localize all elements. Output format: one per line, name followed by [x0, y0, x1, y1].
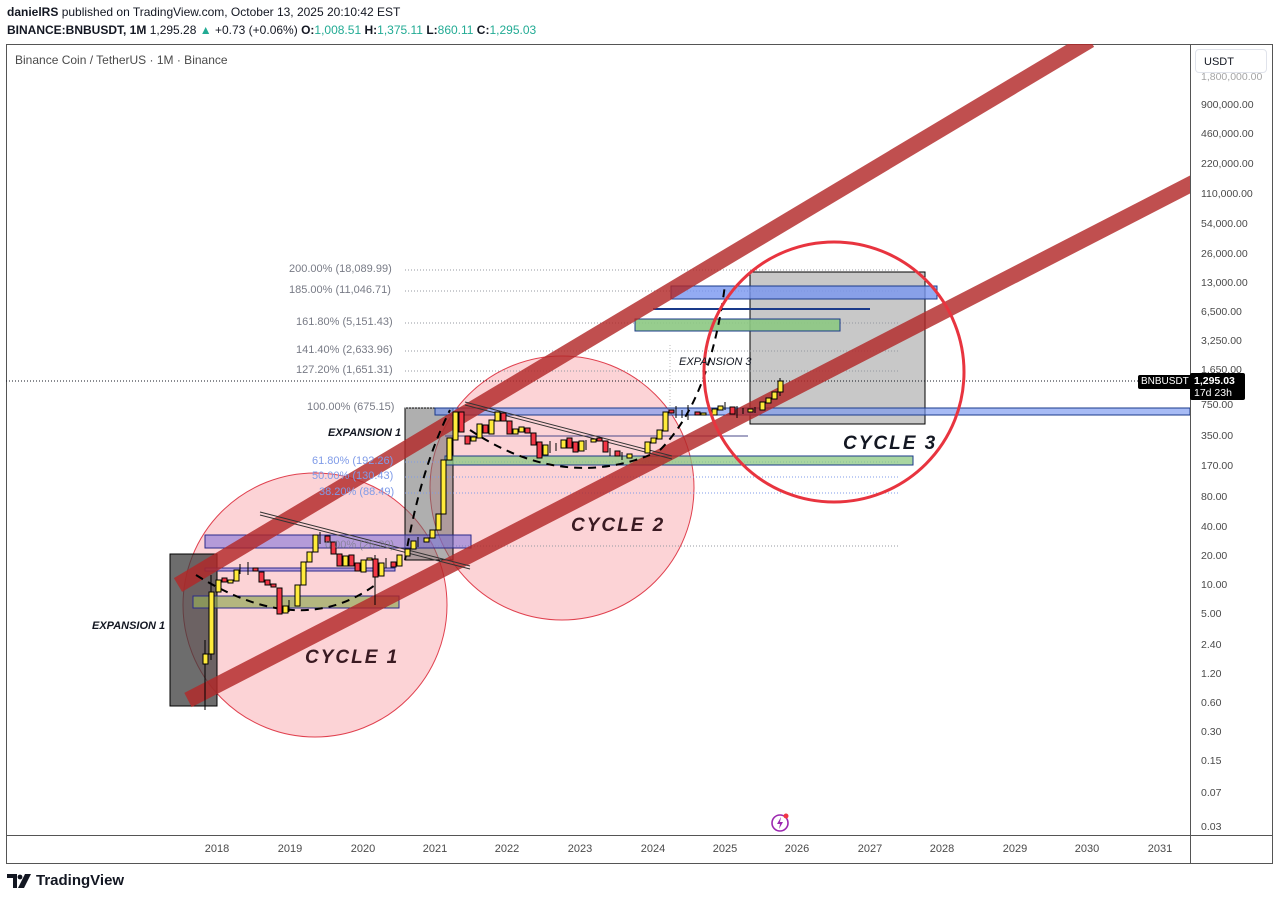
- fib-label-38: 38.20% (88.49): [319, 486, 395, 498]
- symbol-label: BINANCE:BNBUSDT, 1M: [7, 23, 147, 37]
- y-tick: 40.00: [1201, 521, 1228, 533]
- y-tick: 6,500.00: [1201, 306, 1242, 318]
- x-tick: 2024: [640, 843, 666, 855]
- y-tick: 1.20: [1201, 668, 1222, 680]
- x-tick: 2020: [350, 843, 376, 855]
- y-tick: 900,000.00: [1201, 99, 1254, 111]
- high-label: H:: [364, 23, 378, 37]
- publish-info: danielRS published on TradingView.com, O…: [7, 5, 400, 19]
- expansion1-mid-label: EXPANSION 1: [328, 427, 402, 439]
- last-price-tag: 1,295.03 17d 23h: [1190, 373, 1245, 400]
- last-price: 1,295.28: [149, 23, 197, 37]
- high-value: 1,375.11: [377, 23, 423, 37]
- fib-label-127: 127.20% (1,651.31): [296, 364, 393, 376]
- low-value: 860.11: [437, 23, 474, 37]
- y-tick: 20.00: [1201, 550, 1228, 562]
- y-tick: 0.60: [1201, 697, 1222, 709]
- price-tag-value: 1,295.03: [1194, 375, 1235, 387]
- x-tick: 2025: [712, 843, 738, 855]
- y-tick: 0.15: [1201, 755, 1222, 767]
- x-tick: 2030: [1074, 843, 1100, 855]
- close-label: C:: [476, 23, 490, 37]
- cycle1-label: CYCLE 1: [305, 647, 400, 668]
- fib-label-161: 161.80% (5,151.43): [296, 316, 393, 328]
- fib-label-141: 141.40% (2,633.96): [296, 344, 393, 356]
- x-tick: 2026: [784, 843, 810, 855]
- time-axis[interactable]: 2018 2019 2020 2021 2022 2023 2024 2025 …: [6, 835, 1191, 864]
- y-tick: 3,250.00: [1201, 335, 1242, 347]
- y-tick: 750.00: [1201, 399, 1234, 411]
- fib-label-61: 61.80% (192.26): [312, 455, 394, 467]
- x-tick: 2027: [857, 843, 883, 855]
- y-tick: 0.03: [1201, 821, 1222, 833]
- symbol-price-tag: BNBUSDT: [1138, 375, 1192, 389]
- author-name[interactable]: danielRS: [7, 5, 59, 19]
- cycle3-label: CYCLE 3: [843, 433, 938, 454]
- x-tick: 2028: [929, 843, 955, 855]
- ohlc-bar: BINANCE:BNBUSDT, 1M 1,295.28 ▲ +0.73 (+0…: [7, 23, 536, 37]
- lightning-icon[interactable]: [770, 812, 790, 832]
- x-tick: 2019: [277, 843, 303, 855]
- published-text: published on TradingView.com, October 13…: [61, 5, 401, 19]
- low-label: L:: [426, 23, 438, 37]
- y-tick: 0.07: [1201, 787, 1222, 799]
- x-tick: 2029: [1002, 843, 1028, 855]
- y-tick: 26,000.00: [1201, 248, 1248, 260]
- y-tick: 10.00: [1201, 579, 1228, 591]
- cycle2-circle: [429, 355, 695, 621]
- x-tick: 2018: [204, 843, 230, 855]
- x-tick: 2021: [422, 843, 448, 855]
- up-arrow-icon: ▲: [199, 23, 212, 37]
- y-tick: 54,000.00: [1201, 218, 1248, 230]
- y-tick: 5.00: [1201, 608, 1222, 620]
- price-axis[interactable]: 1,800,000.00 900,000.00 460,000.00 220,0…: [1190, 44, 1273, 835]
- change-value: +0.73 (+0.06%): [214, 23, 298, 37]
- cycle3-circle: [702, 240, 966, 504]
- cycle2-label: CYCLE 2: [571, 515, 666, 536]
- y-tick: 460,000.00: [1201, 128, 1254, 140]
- y-tick: 0.30: [1201, 726, 1222, 738]
- expansion3-label: EXPANSION 3: [679, 356, 752, 368]
- price-tag-countdown: 17d 23h: [1194, 387, 1232, 399]
- fib-label-50: 50.00% (130.43): [312, 470, 394, 482]
- series-legend[interactable]: Binance Coin / TetherUS · 1M · Binance: [15, 53, 228, 67]
- y-tick: 170.00: [1201, 460, 1234, 472]
- currency-button[interactable]: USDT: [1195, 49, 1267, 73]
- y-tick: 350.00: [1201, 430, 1234, 442]
- open-label: O:: [301, 23, 315, 37]
- y-tick: 220,000.00: [1201, 158, 1254, 170]
- y-tick: 1,800,000.00: [1201, 71, 1263, 83]
- expansion1-left-label: EXPANSION 1: [92, 620, 166, 632]
- y-tick: 2.40: [1201, 639, 1222, 651]
- x-tick: 2031: [1147, 843, 1173, 855]
- tradingview-logo[interactable]: TradingView: [7, 872, 124, 889]
- fib-label-200: 200.00% (18,089.99): [289, 263, 392, 275]
- fib-label-100: 100.00% (675.15): [307, 401, 395, 413]
- fib-label-0: 0.00% (26.20): [325, 539, 395, 551]
- axis-corner: [1190, 835, 1273, 864]
- chart-frame: [6, 44, 1273, 864]
- close-value: 1,295.03: [489, 23, 537, 37]
- x-tick: 2022: [494, 843, 520, 855]
- y-tick: 80.00: [1201, 491, 1228, 503]
- brand-name: TradingView: [36, 872, 125, 889]
- x-tick: 2023: [567, 843, 593, 855]
- chart-pane[interactable]: [6, 44, 1191, 835]
- chart-canvas: [6, 44, 1191, 738]
- tv-logo-icon: [7, 873, 31, 888]
- y-tick: 13,000.00: [1201, 277, 1248, 289]
- fib-label-185: 185.00% (11,046.71): [289, 284, 391, 296]
- open-value: 1,008.51: [314, 23, 362, 37]
- y-tick: 110,000.00: [1201, 188, 1253, 200]
